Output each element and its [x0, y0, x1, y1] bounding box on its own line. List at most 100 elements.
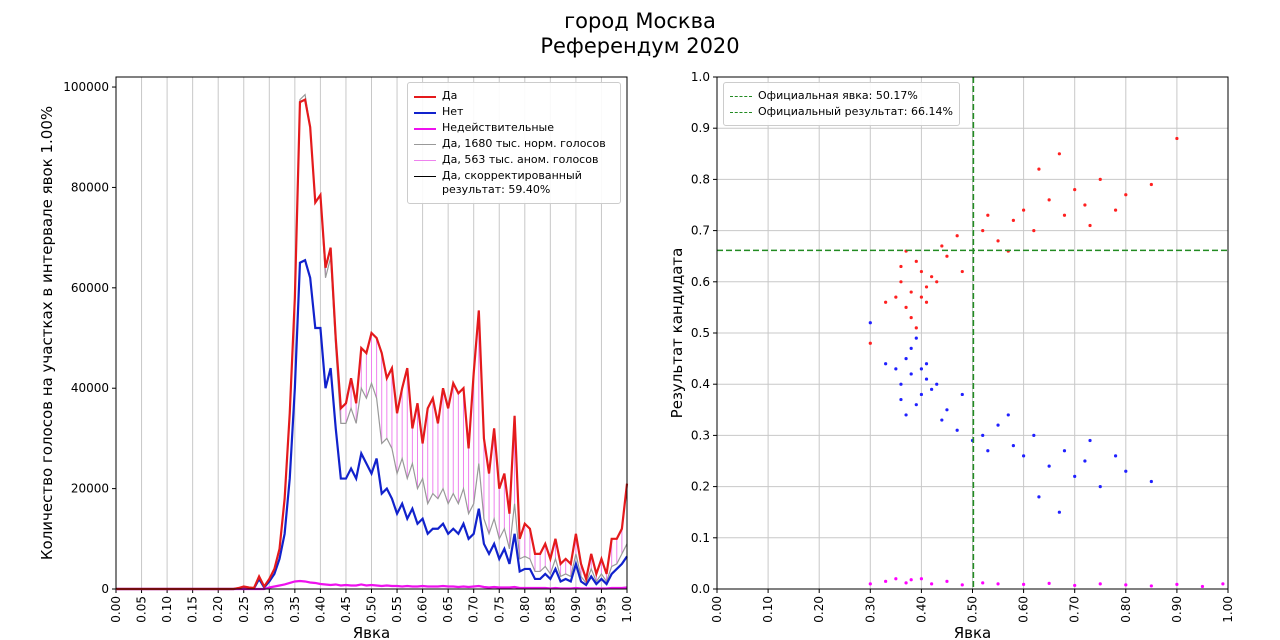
point — [1022, 454, 1026, 458]
y-tick-label: 60000 — [71, 281, 109, 295]
x-tick-label: 0.40 — [914, 596, 928, 623]
y-axis-label: Результат кандидата — [668, 248, 686, 419]
point — [1124, 469, 1128, 473]
point — [945, 254, 949, 258]
x-tick-label: 0.95 — [594, 596, 608, 623]
legend-label: Да, 563 тыс. аном. голосов — [442, 153, 599, 166]
point — [1149, 584, 1153, 588]
x-tick-label: 0.75 — [492, 596, 506, 623]
point — [955, 428, 959, 432]
point — [1073, 474, 1077, 478]
point — [1047, 198, 1051, 202]
legend-swatch — [730, 112, 752, 113]
point — [909, 578, 913, 582]
point — [914, 336, 918, 340]
point — [1062, 449, 1067, 453]
x-tick-label: 0.15 — [186, 596, 200, 623]
point — [1149, 182, 1153, 187]
x-tick-label: 0.10 — [761, 596, 775, 623]
point — [924, 377, 929, 381]
legend-label: Да, скорректированный результат: 59.40% — [442, 169, 582, 196]
point — [884, 300, 888, 304]
point — [909, 346, 913, 350]
x-tick-label: 0.60 — [1017, 596, 1031, 623]
point — [924, 362, 929, 366]
point — [1175, 136, 1179, 141]
x-tick-label: 0.30 — [262, 596, 276, 623]
x-tick-label: 0.10 — [160, 596, 174, 623]
point — [904, 581, 908, 585]
x-tick-label: 0.20 — [812, 596, 826, 623]
title: Референдум 2020 — [540, 34, 739, 58]
legend-label: Недействительные — [442, 121, 554, 134]
y-tick-label: 0.9 — [691, 121, 710, 135]
point — [868, 582, 872, 586]
y-tick-label: 0.7 — [691, 224, 710, 238]
y-tick-label: 0.4 — [691, 377, 710, 391]
legend-label: Официальный результат: 66.14% — [758, 105, 953, 118]
legend-swatch — [730, 96, 752, 97]
point — [899, 264, 903, 269]
point — [1022, 208, 1026, 212]
y-tick-label: 0.8 — [691, 172, 710, 186]
y-tick-label: 0.2 — [691, 480, 710, 494]
point — [868, 321, 872, 325]
legend-swatch — [414, 112, 436, 114]
point — [1124, 193, 1128, 197]
y-tick-label: 0 — [101, 582, 109, 596]
legend-entry: Да — [414, 89, 614, 103]
point — [1088, 438, 1092, 443]
point — [960, 269, 964, 274]
legend-label: Официальная явка: 50.17% — [758, 89, 918, 102]
point — [986, 213, 990, 217]
point — [981, 433, 985, 437]
point — [1057, 510, 1061, 514]
x-tick-label: 0.60 — [416, 596, 430, 623]
point — [1073, 583, 1077, 588]
legend-label: Да, 1680 тыс. норм. голосов — [442, 137, 606, 150]
x-tick-label: 0.70 — [1068, 596, 1082, 623]
point — [935, 382, 939, 386]
point — [940, 418, 944, 422]
point — [935, 280, 939, 284]
point — [894, 295, 898, 299]
point — [1032, 433, 1036, 437]
point — [1149, 479, 1153, 484]
point — [930, 582, 934, 586]
x-tick-label: 0.20 — [211, 596, 225, 623]
legend-swatch — [414, 144, 436, 145]
x-axis-label: Явка — [954, 624, 992, 640]
point — [1006, 413, 1010, 417]
legend-swatch — [414, 160, 436, 161]
point — [960, 392, 964, 397]
point — [945, 408, 949, 412]
point — [884, 362, 888, 366]
point — [899, 382, 903, 386]
point — [914, 326, 918, 330]
point — [919, 295, 924, 299]
point — [1032, 229, 1036, 233]
x-axis-label: Явка — [353, 624, 391, 640]
legend-entry: Официальная явка: 50.17% — [730, 89, 953, 103]
title: город Москва — [564, 9, 716, 33]
point — [1047, 581, 1051, 585]
point — [909, 372, 913, 376]
point — [940, 244, 944, 248]
point — [1057, 152, 1061, 156]
x-tick-label: 0.55 — [390, 596, 404, 623]
point — [894, 577, 898, 581]
point — [914, 259, 918, 263]
x-tick-label: 0.40 — [313, 596, 327, 623]
plot-frame — [716, 76, 1229, 590]
point — [1083, 203, 1087, 207]
legend-entry: Да, 563 тыс. аном. голосов — [414, 153, 614, 167]
point — [904, 305, 908, 309]
x-tick-label: 0.65 — [441, 596, 455, 623]
point — [986, 449, 990, 453]
x-tick-label: 0.80 — [1119, 596, 1133, 623]
legend: Официальная явка: 50.17% Официальный резу… — [723, 82, 960, 126]
x-tick-label: 0.25 — [237, 596, 251, 623]
point — [1083, 459, 1087, 463]
